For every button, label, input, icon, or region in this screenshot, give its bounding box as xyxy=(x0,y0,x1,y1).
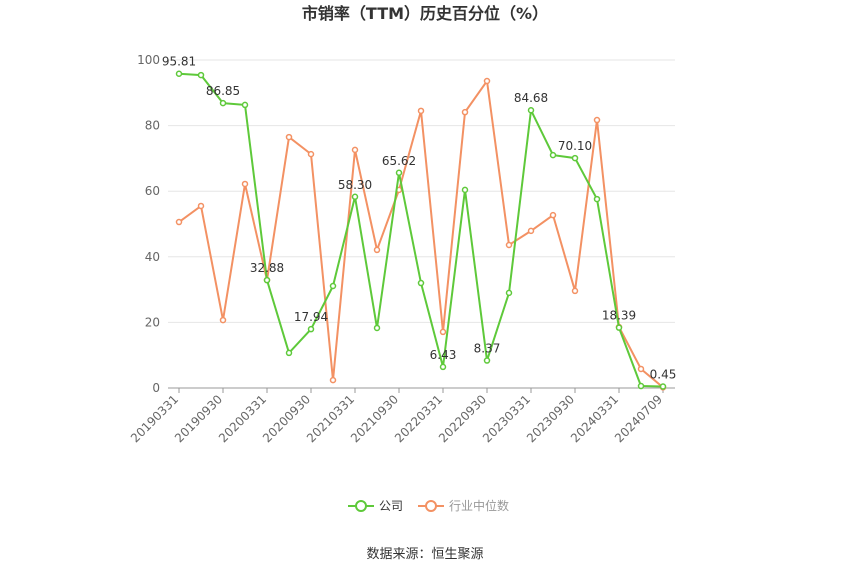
x-tick-label: 20240709 xyxy=(612,392,665,445)
point xyxy=(417,279,425,287)
source: 数据来源：恒生聚源 xyxy=(366,547,483,562)
point xyxy=(175,218,183,226)
y-tick-label: 40 xyxy=(145,250,160,264)
point xyxy=(417,107,425,115)
point xyxy=(329,282,337,290)
point xyxy=(285,349,293,357)
point xyxy=(461,108,469,116)
point xyxy=(373,246,381,254)
data-label: 84.68 xyxy=(514,91,548,105)
y-tick-label: 20 xyxy=(145,315,160,329)
point xyxy=(351,146,359,154)
data-label: 70.10 xyxy=(558,139,592,153)
point xyxy=(527,227,535,235)
point xyxy=(593,195,601,203)
point xyxy=(307,150,315,158)
y-tick-label: 80 xyxy=(145,119,160,133)
legend-item: 行业中位数 xyxy=(418,498,509,513)
y-tick-label: 0 xyxy=(152,381,160,395)
point xyxy=(637,382,645,390)
point xyxy=(439,363,447,371)
point xyxy=(461,186,469,194)
point xyxy=(329,376,337,384)
data-label: 18.39 xyxy=(602,309,636,323)
point xyxy=(549,211,557,219)
data-label: 0.45 xyxy=(650,368,677,382)
point xyxy=(571,287,579,295)
data-label: 8.37 xyxy=(474,342,501,356)
data-label: 65.62 xyxy=(382,154,416,168)
legend-label: 行业中位数 xyxy=(449,498,509,513)
point xyxy=(395,169,403,177)
data-label: 86.85 xyxy=(206,84,240,98)
point xyxy=(593,116,601,124)
point xyxy=(659,383,667,390)
data-label: 95.81 xyxy=(162,55,196,69)
point xyxy=(505,241,513,249)
point xyxy=(351,193,359,201)
point xyxy=(439,328,447,336)
point xyxy=(263,276,271,284)
point xyxy=(219,99,227,107)
point xyxy=(615,324,623,331)
point xyxy=(483,77,491,85)
point xyxy=(241,101,249,109)
point xyxy=(527,106,535,114)
point xyxy=(285,133,293,141)
y-tick-label: 100 xyxy=(137,53,160,67)
point xyxy=(373,324,381,332)
legend-label: 公司 xyxy=(379,499,403,513)
point xyxy=(483,357,491,364)
legend-marker xyxy=(355,500,367,512)
point xyxy=(637,365,645,373)
point xyxy=(175,70,183,77)
legend-item: 公司 xyxy=(348,499,403,513)
y-tick-label: 60 xyxy=(145,184,160,198)
point xyxy=(307,325,315,333)
chart-title: 市销率（TTM）历史百分位（%） xyxy=(302,4,548,23)
data-label: 32.88 xyxy=(250,261,284,275)
point xyxy=(571,154,579,162)
series-line xyxy=(178,78,664,389)
point xyxy=(197,71,205,79)
legend-marker xyxy=(425,500,437,512)
data-label: 58.30 xyxy=(338,178,372,192)
point xyxy=(505,289,513,297)
data-label: 6.43 xyxy=(430,348,457,362)
data-label: 17.94 xyxy=(294,310,328,324)
point xyxy=(197,202,205,210)
point xyxy=(549,151,557,159)
point xyxy=(219,316,227,324)
point xyxy=(241,180,249,188)
